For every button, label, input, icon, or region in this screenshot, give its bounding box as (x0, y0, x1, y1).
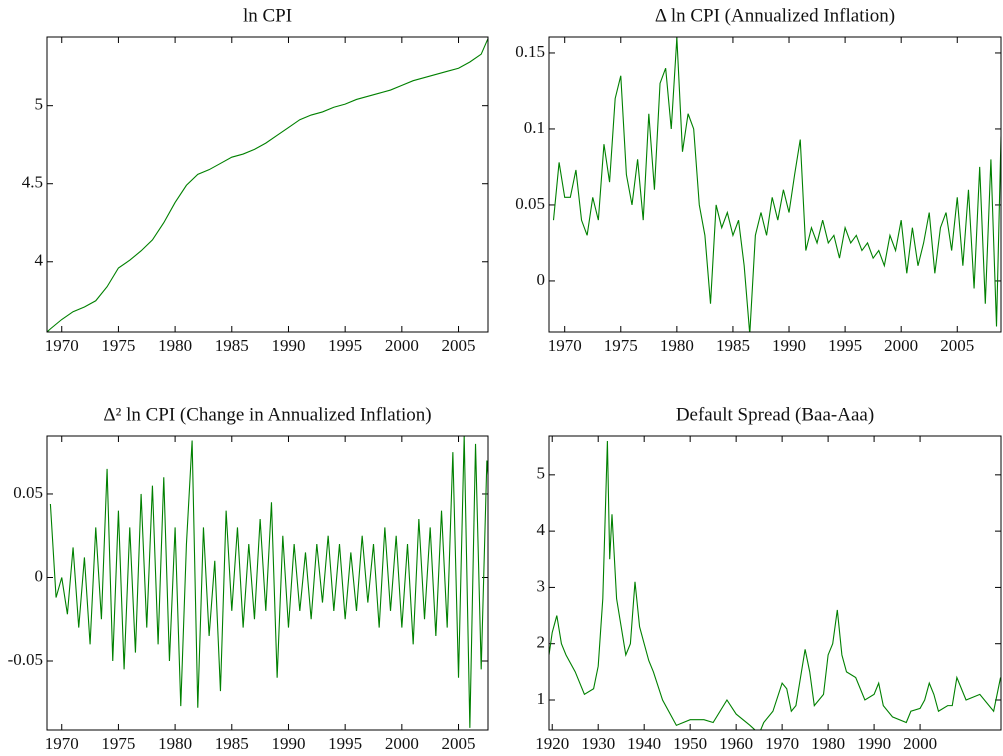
chart-title: Δ² ln CPI (Change in Annualized Inflatio… (103, 404, 431, 425)
x-tick-label: 1995 (328, 734, 362, 753)
plot-area (552, 37, 1001, 332)
x-tick-label: 2005 (442, 336, 476, 355)
x-tick-label: 1985 (716, 336, 750, 355)
x-tick-label: 1980 (660, 336, 694, 355)
chart-title: ln CPI (243, 5, 292, 26)
chart-title: Δ ln CPI (Annualized Inflation) (655, 5, 895, 26)
x-tick-label: 2000 (884, 336, 918, 355)
y-tick-label: 4 (35, 251, 44, 270)
x-tick-label: 1990 (857, 734, 891, 753)
y-tick-label: 1 (537, 689, 546, 708)
x-tick-label: 1970 (45, 336, 79, 355)
x-tick-label: 1980 (811, 734, 845, 753)
x-tick-label: 1970 (45, 734, 79, 753)
x-tick-label: 1950 (673, 734, 707, 753)
x-tick-label: 1990 (772, 336, 806, 355)
y-tick-label: 0.15 (515, 42, 545, 61)
x-tick-label: 1975 (101, 336, 135, 355)
y-tick-label: 2 (537, 633, 546, 652)
data-line (549, 441, 1001, 730)
x-tick-label: 1995 (328, 336, 362, 355)
data-line (49, 436, 488, 728)
x-tick-label: 2000 (903, 734, 937, 753)
axes-frame (46, 36, 489, 333)
y-tick-label: 0 (537, 270, 546, 289)
x-tick-label: 1940 (627, 734, 661, 753)
y-tick-label: 5 (35, 95, 44, 114)
x-tick-label: 1985 (215, 336, 249, 355)
axes-frame (46, 435, 489, 731)
y-tick-label: 0.1 (524, 118, 545, 137)
plot-area (47, 38, 488, 332)
x-tick-label: 1990 (271, 336, 305, 355)
chart-title: Default Spread (Baa-Aaa) (676, 404, 874, 425)
data-line (552, 37, 1001, 332)
x-tick-label: 1930 (581, 734, 615, 753)
plot-area (549, 441, 1001, 730)
plot-area (49, 436, 488, 728)
x-tick-label: 1980 (158, 336, 192, 355)
y-tick-label: 4 (537, 520, 546, 539)
axes-frame (548, 435, 1002, 731)
y-tick-label: 0.05 (13, 483, 43, 502)
x-tick-label: 2005 (442, 734, 476, 753)
x-tick-label: 1990 (271, 734, 305, 753)
y-tick-label: 4.5 (22, 173, 43, 192)
x-tick-label: 2000 (385, 336, 419, 355)
x-tick-label: 2005 (940, 336, 974, 355)
x-tick-label: 1960 (719, 734, 753, 753)
x-tick-label: 1970 (548, 336, 582, 355)
x-tick-label: 2000 (385, 734, 419, 753)
x-tick-label: 1975 (604, 336, 638, 355)
data-line (47, 38, 488, 332)
x-tick-label: 1980 (158, 734, 192, 753)
y-tick-label: 0 (35, 566, 44, 585)
x-tick-label: 1970 (765, 734, 799, 753)
y-tick-label: 5 (537, 464, 546, 483)
x-tick-label: 1985 (215, 734, 249, 753)
x-tick-label: 1920 (535, 734, 569, 753)
y-tick-label: -0.05 (8, 650, 43, 669)
x-tick-label: 1975 (101, 734, 135, 753)
y-tick-label: 0.05 (515, 194, 545, 213)
y-tick-label: 3 (537, 576, 546, 595)
axes-frame (548, 36, 1002, 333)
x-tick-label: 1995 (828, 336, 862, 355)
